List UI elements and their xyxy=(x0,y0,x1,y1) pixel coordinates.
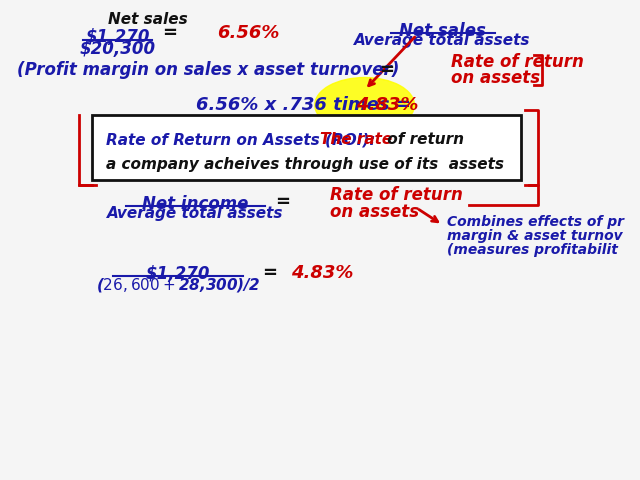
Text: =: = xyxy=(162,24,177,42)
Text: 4.83%: 4.83% xyxy=(291,264,353,282)
Text: Net income: Net income xyxy=(143,195,249,213)
Text: 4.83%: 4.83% xyxy=(356,96,419,114)
Text: 6.56%: 6.56% xyxy=(217,24,280,42)
Text: Average total assets: Average total assets xyxy=(108,206,284,221)
Text: $20,300: $20,300 xyxy=(79,40,156,58)
Text: =: = xyxy=(379,61,394,79)
Text: =: = xyxy=(262,264,276,282)
Text: Rate of Return on Assets (ROI):: Rate of Return on Assets (ROI): xyxy=(106,132,381,147)
Text: Average total assets: Average total assets xyxy=(355,33,531,48)
Text: (measures profitabilit: (measures profitabilit xyxy=(447,243,618,257)
Text: a company acheives through use of its  assets: a company acheives through use of its as… xyxy=(106,156,504,171)
Text: Net sales: Net sales xyxy=(108,12,188,27)
Text: 6.56% x .736 times =: 6.56% x .736 times = xyxy=(196,96,417,114)
Text: =: = xyxy=(275,193,290,211)
Text: Net sales: Net sales xyxy=(399,22,486,40)
Bar xyxy=(92,115,520,180)
Text: margin & asset turnov: margin & asset turnov xyxy=(447,229,623,243)
Text: The rate: The rate xyxy=(319,132,392,147)
Text: Rate of return: Rate of return xyxy=(330,186,463,204)
Text: of return: of return xyxy=(382,132,464,147)
Text: $1,270: $1,270 xyxy=(85,28,150,46)
Text: on assets: on assets xyxy=(330,203,419,221)
Ellipse shape xyxy=(315,77,415,132)
Text: ($26,600 + $28,300)/2: ($26,600 + $28,300)/2 xyxy=(96,276,260,294)
Text: (Profit margin on sales x asset turnover): (Profit margin on sales x asset turnover… xyxy=(17,61,400,79)
Text: on assets: on assets xyxy=(451,69,540,87)
Text: $1,270: $1,270 xyxy=(146,265,211,283)
Text: Rate of return: Rate of return xyxy=(451,53,584,71)
Text: Combines effects of pr: Combines effects of pr xyxy=(447,215,624,229)
